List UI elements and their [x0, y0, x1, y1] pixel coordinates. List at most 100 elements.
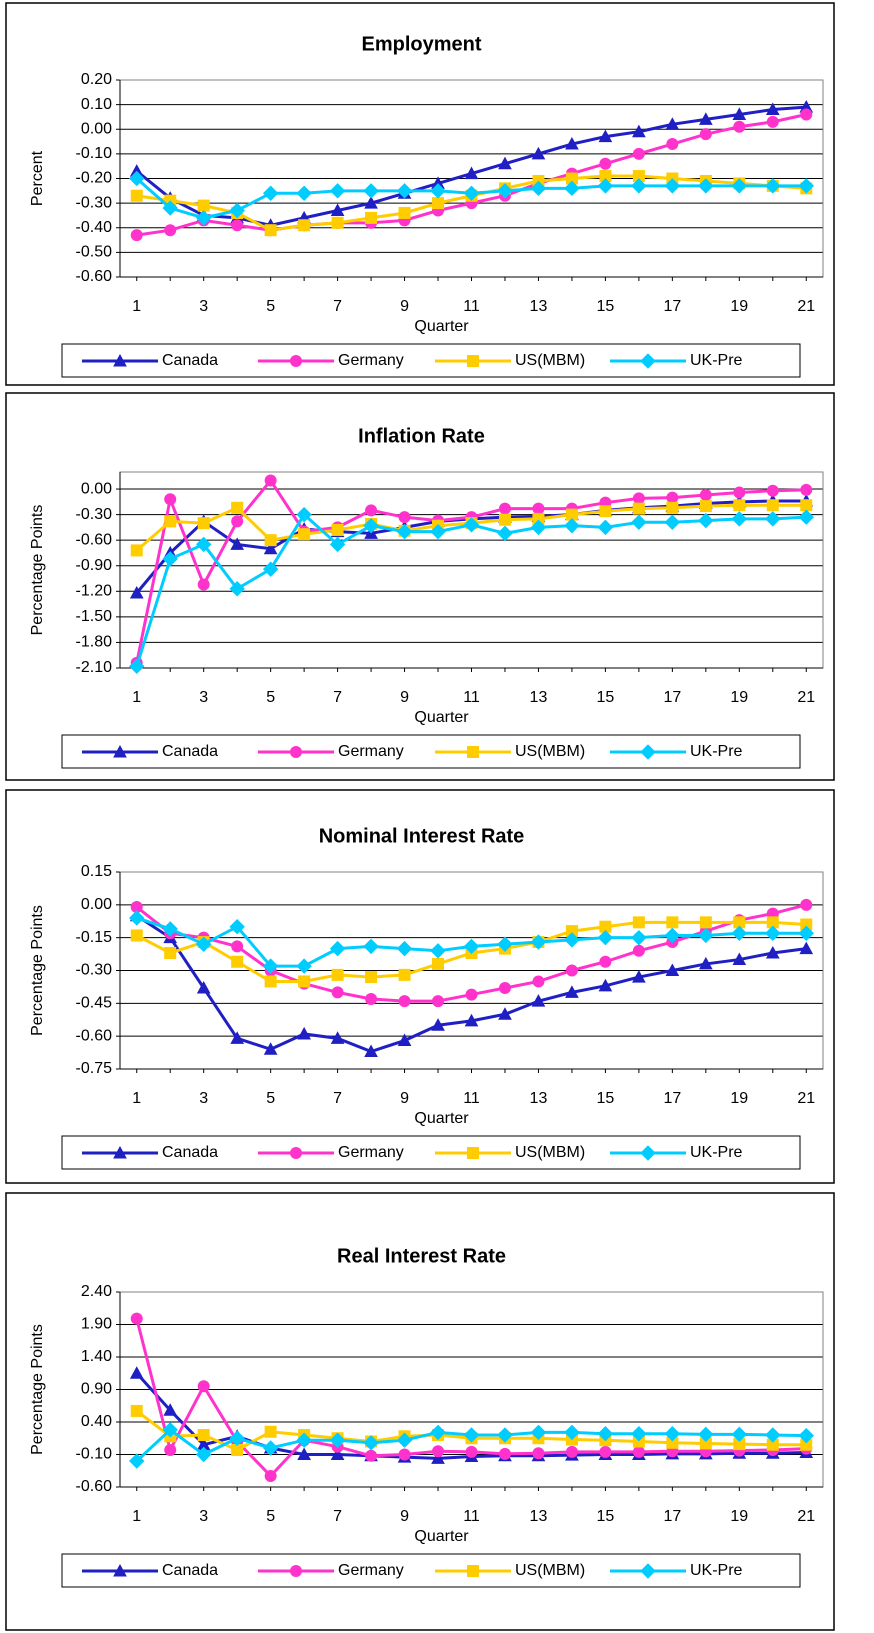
marker	[599, 157, 612, 170]
marker	[698, 1426, 714, 1443]
x-tick-label: 21	[797, 1508, 815, 1525]
y-tick-label: -0.60	[76, 268, 113, 285]
x-tick-label: 19	[730, 1090, 748, 1107]
marker	[632, 124, 646, 138]
y-tick-label: -0.60	[76, 531, 113, 548]
marker	[597, 1425, 614, 1442]
marker	[264, 474, 277, 487]
legend-label: US(MBM)	[515, 1144, 585, 1161]
marker	[398, 968, 411, 981]
y-tick-label: -0.50	[76, 244, 113, 261]
marker	[298, 528, 311, 541]
marker	[197, 199, 210, 212]
marker	[564, 1424, 580, 1441]
marker	[800, 898, 813, 911]
legend-marker	[467, 746, 479, 758]
x-tick-label: 13	[530, 1090, 548, 1107]
marker	[296, 1432, 312, 1448]
x-tick-label: 17	[663, 298, 681, 315]
legend-marker	[113, 744, 127, 758]
marker	[162, 200, 178, 216]
marker	[532, 975, 545, 988]
marker	[564, 180, 580, 197]
marker	[498, 513, 511, 526]
marker	[196, 980, 211, 994]
x-tick-label: 11	[463, 1090, 480, 1107]
y-tick-label: -0.20	[76, 170, 113, 187]
legend-marker	[290, 746, 302, 758]
marker	[297, 1447, 311, 1460]
marker	[699, 500, 712, 513]
legend-marker	[640, 744, 656, 760]
x-tick-label: 9	[400, 298, 409, 315]
marker	[766, 499, 779, 512]
marker	[365, 992, 378, 1005]
marker	[465, 1445, 478, 1458]
y-tick-label: -2.10	[76, 659, 113, 676]
legend-marker	[640, 1145, 656, 1161]
marker	[331, 216, 344, 229]
marker	[264, 975, 277, 988]
marker	[365, 971, 378, 984]
marker	[765, 1427, 781, 1443]
y-tick-label: -0.40	[76, 219, 113, 236]
legend-label: Germany	[338, 352, 404, 369]
marker	[800, 108, 813, 121]
marker	[264, 1469, 277, 1482]
marker	[164, 515, 177, 528]
marker	[664, 927, 681, 944]
marker	[497, 1427, 513, 1443]
x-tick-label: 3	[199, 689, 208, 706]
x-tick-label: 19	[730, 689, 748, 706]
marker	[297, 1026, 311, 1040]
marker	[432, 957, 445, 970]
marker	[262, 561, 279, 577]
marker	[498, 156, 512, 170]
marker	[396, 1432, 413, 1448]
marker	[130, 929, 143, 942]
marker	[163, 1403, 178, 1416]
marker	[765, 178, 781, 194]
marker	[129, 585, 144, 599]
panel-border	[5, 789, 835, 1184]
marker	[731, 178, 748, 194]
y-tick-label: -0.45	[76, 995, 113, 1012]
legend-marker	[113, 1563, 127, 1577]
marker	[731, 511, 748, 527]
legend-marker	[467, 355, 479, 367]
marker	[531, 146, 546, 160]
x-tick-label: 5	[266, 1508, 275, 1525]
legend-label: Germany	[338, 1562, 404, 1579]
y-tick-label: -0.60	[76, 1027, 113, 1044]
marker	[498, 1007, 512, 1020]
x-tick-label: 13	[530, 689, 548, 706]
x-tick-label: 15	[597, 1508, 615, 1525]
marker	[631, 178, 647, 194]
marker	[800, 499, 813, 512]
marker	[632, 916, 645, 929]
marker	[432, 995, 445, 1008]
marker	[531, 994, 546, 1007]
marker	[129, 170, 145, 187]
marker	[231, 501, 244, 514]
marker	[365, 211, 378, 224]
marker	[195, 936, 212, 952]
marker	[396, 523, 413, 540]
marker	[665, 117, 680, 130]
marker	[599, 505, 612, 518]
y-tick-label: 1.90	[81, 1316, 112, 1333]
marker	[632, 492, 645, 505]
marker	[430, 523, 446, 540]
x-tick-label: 21	[797, 298, 815, 315]
y-tick-label: -0.30	[76, 962, 113, 979]
marker	[430, 183, 446, 199]
marker	[129, 658, 145, 675]
marker	[564, 932, 580, 948]
marker	[329, 1432, 346, 1448]
marker	[800, 483, 813, 496]
marker	[530, 519, 547, 536]
marker	[799, 941, 814, 955]
x-tick-label: 3	[199, 1090, 208, 1107]
legend-marker	[113, 353, 127, 367]
y-axis-label: Percent	[29, 150, 46, 206]
